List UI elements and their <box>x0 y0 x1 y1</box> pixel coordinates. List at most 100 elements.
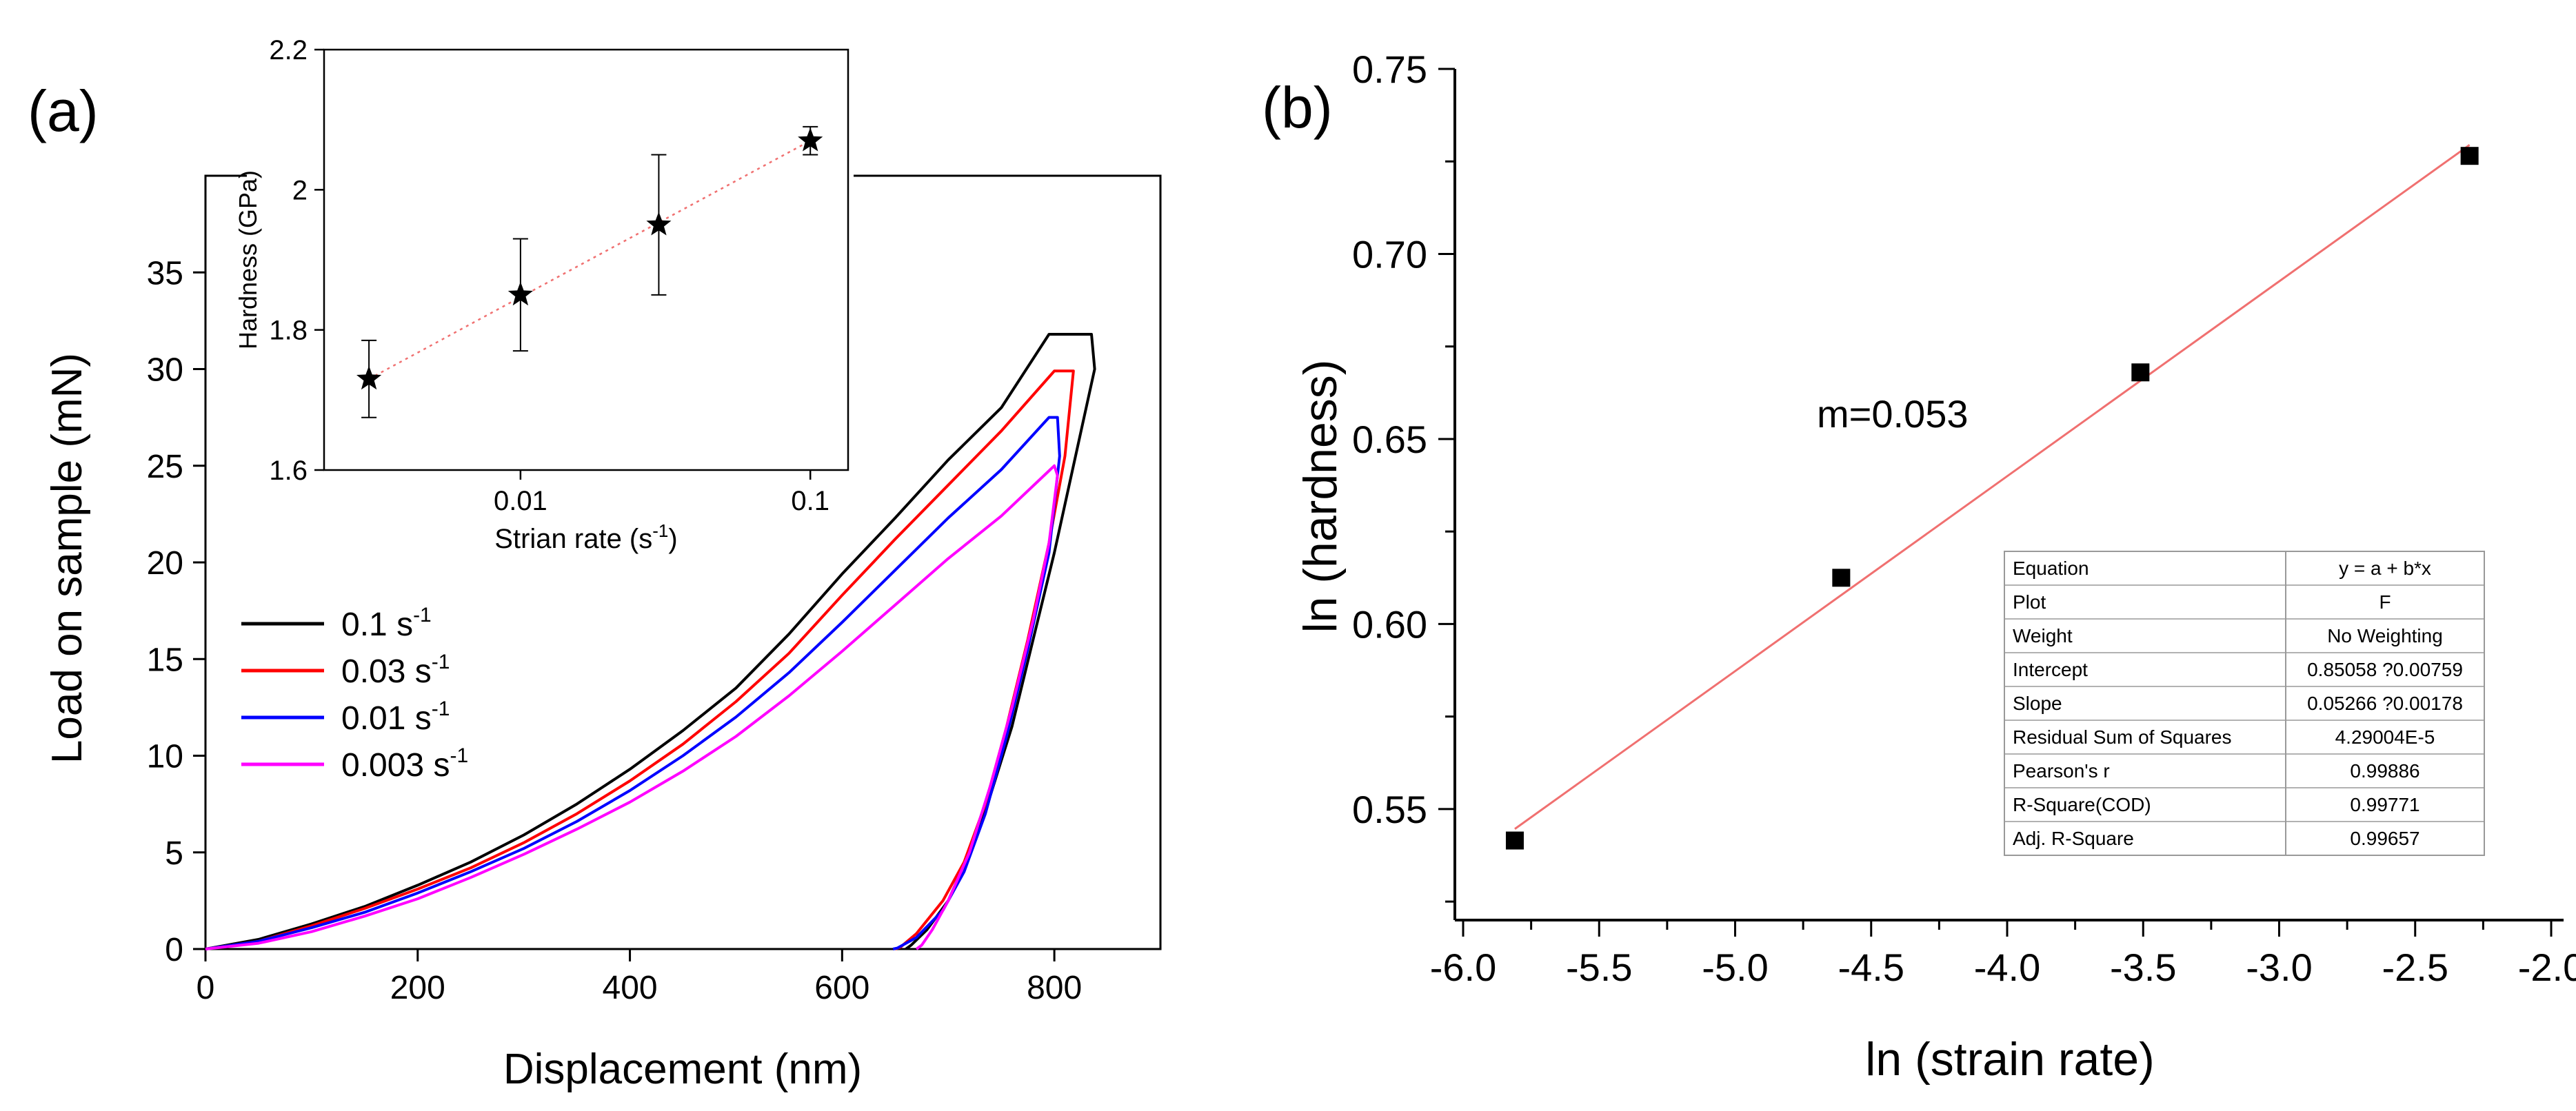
stats-table-row-label: Equation <box>2013 558 2089 579</box>
panel-b-x-tick-label: -2.0 <box>2518 946 2576 989</box>
panel-a-series-line <box>205 464 1059 950</box>
panel-b-axis-ticks: -6.0 -5.5 -5.0 -4.5 -4.0 -3.5 -3.0 -2.5 -2.0 0.55… <box>1352 48 2576 989</box>
panel-a-y-tick-label: 5 <box>165 835 183 872</box>
panel-a-y-tick-label: 0 <box>165 932 183 968</box>
stats-table-row-value: 0.85058 ?0.00759 <box>2307 659 2463 680</box>
panel-a-y-tick-label: 35 <box>147 255 183 292</box>
inset-y-axis-title: Hardness (GPa) <box>234 170 262 349</box>
panel-b-x-tick-label: -2.5 <box>2382 946 2449 989</box>
panel-b-square-point <box>2131 363 2150 382</box>
stats-table-row-label: Residual Sum of Squares <box>2013 726 2232 748</box>
inset-star-point <box>356 365 382 390</box>
panel-b-label: (b) <box>1262 75 1333 140</box>
panel-b-x-axis-title: ln (strain rate) <box>1865 1033 2154 1085</box>
inset-star-point <box>798 128 823 152</box>
panel-b-x-tick-label: -6.0 <box>1430 946 1497 989</box>
inset-y-tick-label: 2.2 <box>269 35 308 65</box>
panel-a-x-tick-label: 800 <box>1027 970 1082 1006</box>
panel-a-y-axis-title: Load on sample (mN) <box>43 353 91 764</box>
panel-b-y-tick-label: 0.60 <box>1352 602 1427 646</box>
inset-y-tick-label: 1.8 <box>269 316 308 346</box>
panel-b-x-tick-label: -4.0 <box>1974 946 2041 989</box>
stats-table-row-value: 0.99886 <box>2350 760 2419 782</box>
panel-a-legend-label: 0.1 s-1 <box>341 604 432 643</box>
stats-table-row-label: Adj. R-Square <box>2013 828 2134 849</box>
stats-table-frame <box>2004 551 2485 856</box>
panel-a-y-tick-label: 25 <box>147 449 183 485</box>
stats-table-row-label: Plot <box>2013 591 2046 613</box>
panel-a-series-group <box>205 333 1096 950</box>
panel-b-x-tick-label: -4.5 <box>1838 946 1905 989</box>
panel-b-square-point <box>1832 569 1851 587</box>
stats-table-row-value: 4.29004E-5 <box>2335 726 2435 748</box>
panel-a-x-tick-label: 200 <box>390 970 445 1006</box>
panel-a-legend-label-text: 0.003 s <box>341 747 450 784</box>
panel-a-y-tick-label: 20 <box>147 545 183 582</box>
panel-a-legend-label: 0.01 s-1 <box>341 697 450 737</box>
stats-table-row-value: No Weighting <box>2327 625 2443 646</box>
stats-table-row-label: Slope <box>2013 693 2062 714</box>
panel-a-x-tick-label: 600 <box>814 970 869 1006</box>
inset-star-point <box>507 281 533 306</box>
panel-b-slope-annotation: m=0.053 <box>1817 392 1969 436</box>
inset-x-tick-label: 0.1 <box>791 486 829 516</box>
inset-y-tick-label: 1.6 <box>269 456 308 486</box>
panel-a-legend-label-exponent: -1 <box>432 697 450 720</box>
inset-x-axis-title-text: Strian rate (s <box>494 524 652 554</box>
panel-b-x-tick-label: -3.0 <box>2246 946 2313 989</box>
panel-a-load-displacement-chart: (a) 0 200 400 600 800 0 5 10 15 20 25 30 35 Displace… <box>28 35 1162 1093</box>
inset-x-axis-title-exponent: -1 <box>652 520 668 541</box>
panel-a-y-tick-label: 10 <box>147 739 183 775</box>
panel-a-axis-ticks: 0 200 400 600 800 0 5 10 15 20 25 30 35 <box>147 255 1083 1006</box>
inset-plot-frame <box>323 48 849 471</box>
panel-a-label: (a) <box>28 79 99 143</box>
inset-x-axis-title-close: ) <box>668 524 677 554</box>
inset-axis-ticks: 0.01 0.1 1.6 1.8 2 2.2 <box>269 35 829 516</box>
panel-a-legend-label-text: 0.1 s <box>341 607 413 643</box>
panel-a-x-tick-label: 0 <box>197 970 215 1006</box>
panel-a-legend-label-text: 0.03 s <box>341 653 432 690</box>
panel-a-x-axis-title: Displacement (nm) <box>503 1046 862 1093</box>
panel-b-x-tick-label: -5.0 <box>1702 946 1769 989</box>
inset-x-axis-title: Strian rate (s-1) <box>494 520 677 554</box>
panel-a-legend-label: 0.03 s-1 <box>341 651 450 690</box>
panel-b-y-tick-label: 0.70 <box>1352 232 1427 276</box>
stats-table-row-value: 0.99657 <box>2350 828 2419 849</box>
inset-x-tick-label: 0.01 <box>494 486 547 516</box>
panel-b-x-tick-label: -5.5 <box>1566 946 1633 989</box>
panel-a-legend-label-exponent: -1 <box>432 651 450 673</box>
panel-a-legend-label-exponent: -1 <box>450 744 468 767</box>
stats-table-row-value: y = a + b*x <box>2339 558 2431 579</box>
panel-b-y-axis-title: ln (hardness) <box>1294 360 1347 633</box>
inset-background <box>247 41 854 482</box>
panel-b-ln-hardness-chart: (b) -6.0 -5.5 -5.0 -4.5 -4.0 -3.5 -3.0 -2.5 -2.0… <box>1262 48 2576 1085</box>
panel-b-fit-line <box>1514 144 2471 830</box>
panel-b-y-tick-label: 0.65 <box>1352 418 1427 461</box>
panel-b-fit-statistics-table: Equation y = a + b*x Plot F Weight No Weighti… <box>2004 551 2485 856</box>
stats-table-row-label: R-Square(COD) <box>2013 794 2151 815</box>
inset-data-marks <box>356 125 823 418</box>
inset-star-point <box>646 212 672 236</box>
panel-a-y-tick-label: 15 <box>147 642 183 678</box>
panel-a-legend: 0.1 s-10.03 s-10.01 s-10.003 s-1 <box>241 604 468 784</box>
panel-b-square-point <box>2460 147 2479 165</box>
inset-y-tick-label: 2 <box>292 175 308 205</box>
panel-a-legend-label-exponent: -1 <box>413 604 432 626</box>
stats-table-row-label: Weight <box>2013 625 2073 646</box>
stats-table-row-value: 0.05266 ?0.00178 <box>2307 693 2463 714</box>
panel-a-legend-label-text: 0.01 s <box>341 700 432 737</box>
panel-b-data-marks <box>1505 144 2479 850</box>
panel-a-x-tick-label: 400 <box>603 970 658 1006</box>
stats-table-row-value: F <box>2379 591 2391 613</box>
stats-table-row-label: Pearson's r <box>2013 760 2110 782</box>
panel-a-inset-hardness-chart: 0.01 0.1 1.6 1.8 2 2.2 Strian rate (s-1) Hard… <box>234 35 854 554</box>
panel-b-x-tick-label: -3.5 <box>2110 946 2177 989</box>
panel-b-y-tick-label: 0.75 <box>1352 48 1427 91</box>
panel-a-y-tick-label: 30 <box>147 352 183 389</box>
panel-a-series-line <box>205 416 1061 950</box>
inset-fit-line <box>368 140 811 380</box>
panel-a-legend-label: 0.003 s-1 <box>341 744 468 784</box>
panel-b-y-tick-label: 0.55 <box>1352 788 1427 831</box>
panel-a-series-line <box>205 333 1096 950</box>
